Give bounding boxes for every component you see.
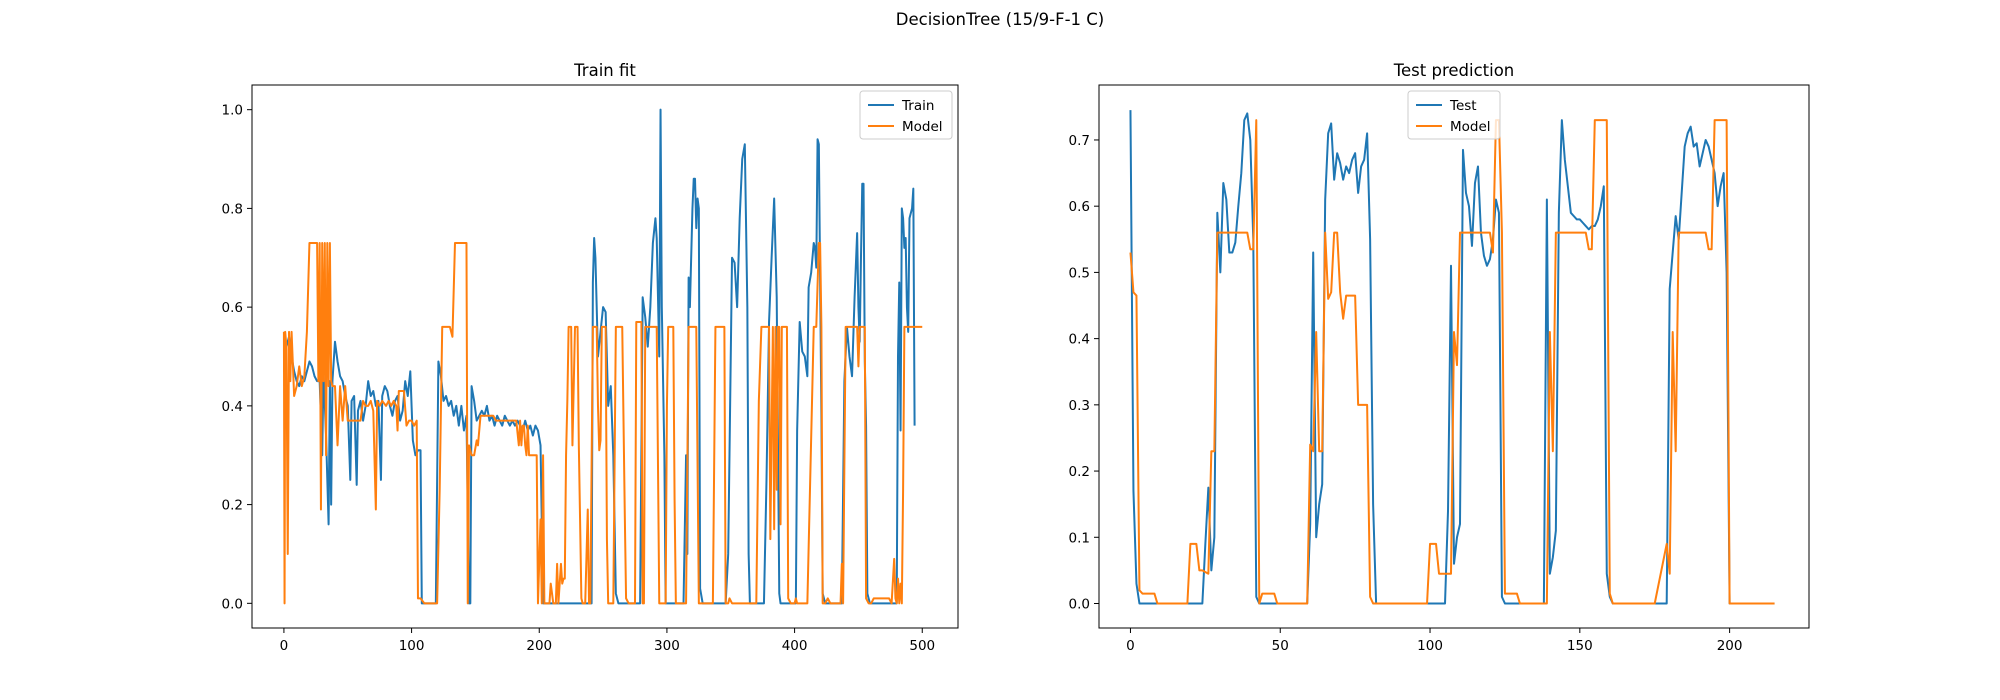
test-prediction-ytick-label: 0.0 — [1069, 596, 1090, 612]
test-prediction-xtick-label: 150 — [1567, 638, 1593, 654]
test-prediction-xtick-label: 0 — [1126, 638, 1135, 654]
train-fit-legend: Train Model — [859, 90, 953, 140]
train-fit-legend-label-train: Train — [901, 98, 934, 114]
train-fit-series-train-line — [282, 108, 916, 605]
test-prediction-axes: Test prediction 0 50 100 150 200 0.0 0.1 0.2 0.3… — [1069, 61, 1810, 654]
train-fit-xtick-label: 400 — [782, 638, 808, 654]
train-fit-xtick-label: 100 — [399, 638, 425, 654]
test-prediction-series-model-line — [1129, 119, 1775, 605]
train-fit-xtick-label: 200 — [526, 638, 552, 654]
train-fit-ytick-label: 0.2 — [222, 498, 243, 514]
train-fit-ytick-label: 0.6 — [222, 300, 243, 316]
figure-title: DecisionTree (15/9-F-1 C) — [896, 10, 1104, 29]
train-fit-legend-label-model: Model — [902, 119, 943, 135]
test-prediction-ytick-label: 0.6 — [1069, 199, 1090, 215]
train-fit-ytick-label: 0.4 — [222, 399, 243, 415]
train-fit-ytick-label: 0.0 — [222, 596, 243, 612]
test-prediction-ytick-label: 0.2 — [1069, 464, 1090, 480]
test-prediction-xtick-label: 50 — [1272, 638, 1289, 654]
test-prediction-ytick-label: 0.4 — [1069, 332, 1090, 348]
train-fit-xtick-label: 300 — [654, 638, 680, 654]
test-prediction-ytick-label: 0.5 — [1069, 265, 1090, 281]
train-fit-title: Train fit — [573, 61, 636, 80]
test-prediction-ytick-label: 0.1 — [1069, 530, 1090, 546]
train-fit-axes: Train fit 0 100 200 300 400 500 0.0 0.2 0.4 0.6 0.… — [222, 61, 959, 654]
test-prediction-ytick-label: 0.7 — [1069, 133, 1090, 149]
train-fit-ytick-label: 1.0 — [222, 103, 243, 119]
train-fit-xtick-label: 500 — [909, 638, 935, 654]
test-prediction-legend: Test Model — [1407, 90, 1501, 140]
train-fit-frame — [251, 84, 959, 629]
test-prediction-ytick-label: 0.3 — [1069, 398, 1090, 414]
train-fit-xtick-label: 0 — [280, 638, 289, 654]
test-prediction-xtick-label: 100 — [1417, 638, 1443, 654]
train-fit-ytick-label: 0.8 — [222, 201, 243, 217]
test-prediction-series-test-line — [1129, 110, 1775, 605]
test-prediction-legend-label-test: Test — [1449, 98, 1477, 114]
test-prediction-legend-label-model: Model — [1450, 119, 1491, 135]
test-prediction-xtick-label: 200 — [1717, 638, 1743, 654]
test-prediction-frame — [1098, 84, 1810, 629]
train-fit-series-model-line — [282, 241, 923, 605]
test-prediction-title: Test prediction — [1393, 61, 1515, 80]
